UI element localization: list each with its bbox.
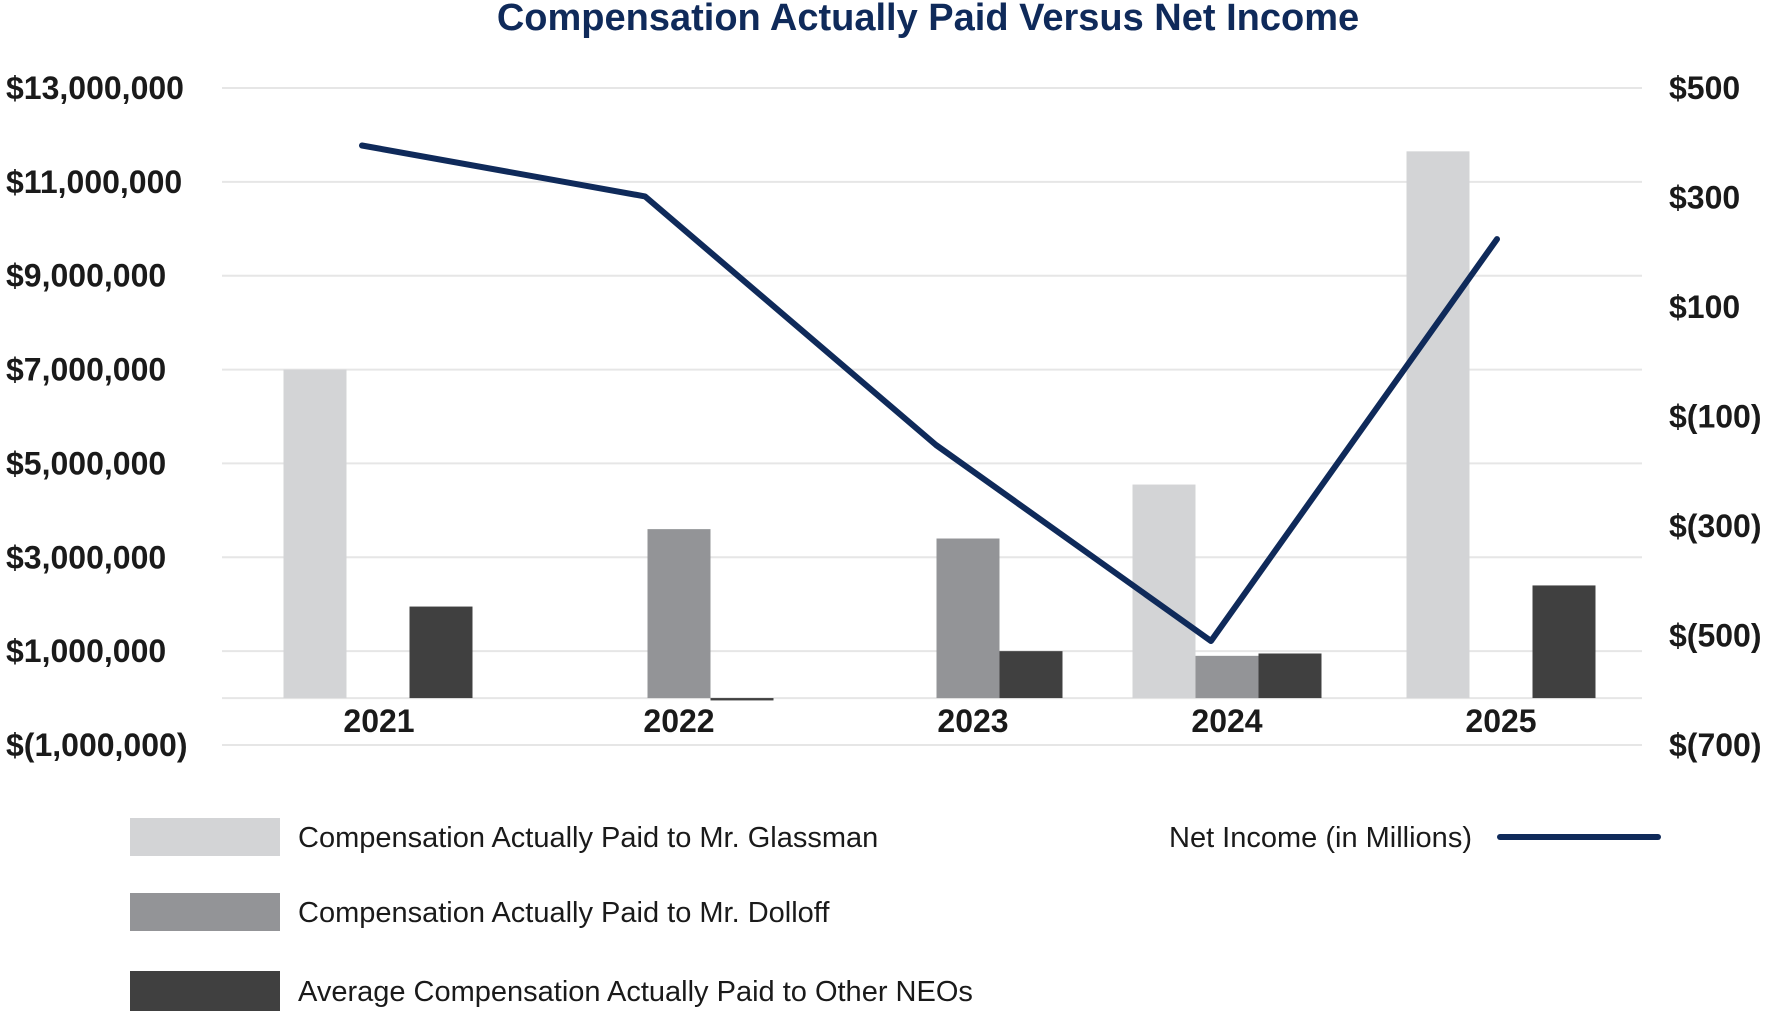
legend-label-net-income: Net Income (in Millions) <box>1169 822 1472 854</box>
left-tick-label: $3,000,000 <box>6 539 166 575</box>
left-tick-label: $1,000,000 <box>6 633 166 669</box>
legend-label-glassman: Compensation Actually Paid to Mr. Glassm… <box>298 822 878 854</box>
bar <box>1195 655 1259 699</box>
bar <box>999 651 1063 699</box>
legend-swatch-dolloff <box>130 893 280 931</box>
bar <box>1258 653 1322 699</box>
bar <box>647 529 711 699</box>
bars <box>283 151 1596 701</box>
left-tick-label: $(1,000,000) <box>6 727 187 763</box>
legend-label-other-neos: Average Compensation Actually Paid to Ot… <box>298 976 973 1008</box>
net-income-series-line <box>359 142 1500 644</box>
right-tick-label: $(700) <box>1669 727 1762 763</box>
right-tick-label: $(300) <box>1669 508 1762 544</box>
chart-title: Compensation Actually Paid Versus Net In… <box>497 0 1359 39</box>
x-tick-label: 2024 <box>1191 703 1262 739</box>
legend: Compensation Actually Paid to Mr. Glassm… <box>130 818 1661 1011</box>
bar <box>409 606 473 699</box>
left-axis-ticks: $(1,000,000) $1,000,000 $3,000,000 $5,000,0… <box>6 70 187 763</box>
left-tick-label: $11,000,000 <box>6 164 182 200</box>
right-tick-label: $(500) <box>1669 618 1762 654</box>
bar <box>283 369 347 699</box>
right-tick-label: $300 <box>1669 180 1740 216</box>
x-tick-label: 2025 <box>1465 703 1536 739</box>
right-tick-label: $100 <box>1669 289 1740 325</box>
legend-swatch-glassman <box>130 818 280 856</box>
right-tick-label: $(100) <box>1669 399 1762 435</box>
legend-label-dolloff: Compensation Actually Paid to Mr. Dollof… <box>298 897 830 929</box>
bar <box>1532 585 1596 699</box>
left-tick-label: $7,000,000 <box>6 352 166 388</box>
left-tick-label: $13,000,000 <box>6 70 184 106</box>
net-income-line <box>359 142 1500 644</box>
legend-swatch-other-neos <box>130 971 280 1011</box>
right-tick-label: $500 <box>1669 70 1740 106</box>
left-tick-label: $5,000,000 <box>6 445 166 481</box>
bar <box>710 698 774 701</box>
left-tick-label: $9,000,000 <box>6 258 166 294</box>
x-axis-ticks: 2021 2022 2023 2024 2025 <box>343 703 1536 739</box>
x-tick-label: 2022 <box>643 703 714 739</box>
bar <box>1406 151 1470 699</box>
right-axis-ticks: $(700) $(500) $(300) $(100) $100 $300 $500 <box>1669 70 1762 763</box>
x-tick-label: 2021 <box>343 703 414 739</box>
x-tick-label: 2023 <box>937 703 1008 739</box>
bar <box>936 538 1000 699</box>
